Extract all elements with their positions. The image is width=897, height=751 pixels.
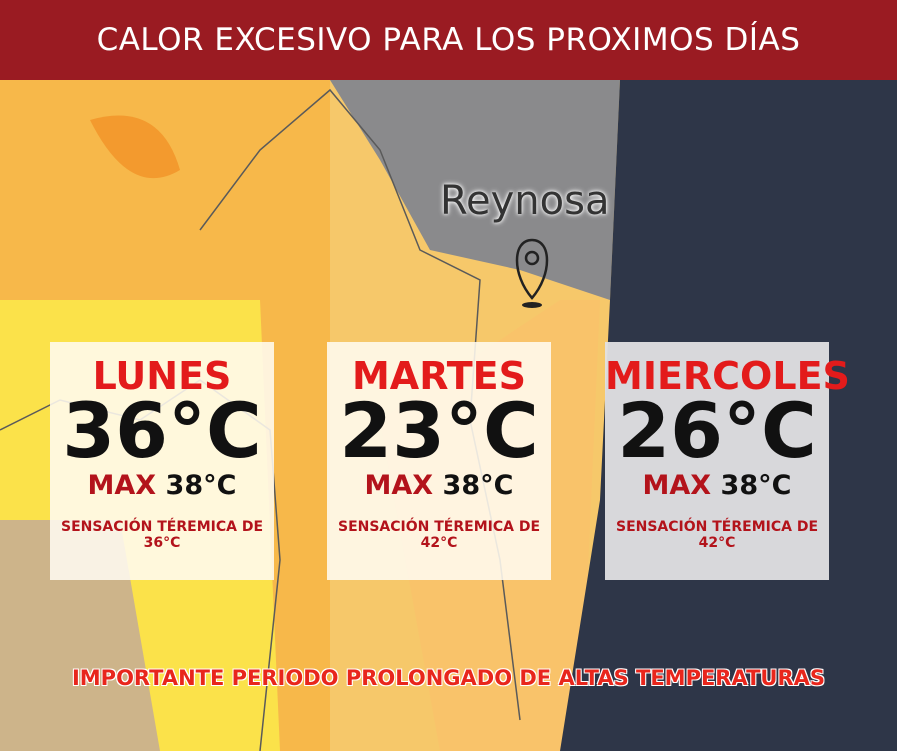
temperature: 36°C (62, 386, 262, 475)
title: CALOR EXCESIVO PARA LOS PROXIMOS DÍAS (0, 0, 897, 80)
feels-like: SENSACIÓN TÉREMICA DE 42°C (337, 519, 541, 551)
temperature: 23°C (339, 386, 539, 475)
footer-note: IMPORTANTE PERIODO PROLONGADO DE ALTAS T… (71, 666, 826, 690)
max-label: MAX (364, 470, 434, 501)
feels-like: SENSACIÓN TÉREMICA DE 42°C (615, 519, 819, 551)
day-card: LUNES 36°C MAX 38°C SENSACIÓN TÉREMICA DE 3… (50, 342, 274, 580)
max-row: MAX 38°C (50, 470, 274, 501)
max-row: MAX 38°C (605, 470, 829, 501)
day-card: MARTES 23°C MAX 38°C SENSACIÓN TÉREMICA DE … (327, 342, 551, 580)
max-label: MAX (642, 470, 712, 501)
day-name: LUNES (92, 354, 232, 398)
day-card: MIERCOLES 26°C MAX 38°C SENSACIÓN TÉREMICA … (605, 342, 850, 580)
location-pin (515, 238, 549, 300)
max-label: MAX (87, 470, 157, 501)
feels-like: SENSACIÓN TÉREMICA DE 36°C (60, 519, 264, 551)
max-value: 38°C (720, 470, 792, 501)
day-name: MIERCOLES (605, 354, 850, 398)
max-row: MAX 38°C (327, 470, 551, 501)
max-value: 38°C (165, 470, 237, 501)
max-value: 38°C (442, 470, 514, 501)
city-label: Reynosa (440, 178, 610, 224)
day-name: MARTES (351, 354, 527, 398)
temperature: 26°C (617, 386, 817, 475)
